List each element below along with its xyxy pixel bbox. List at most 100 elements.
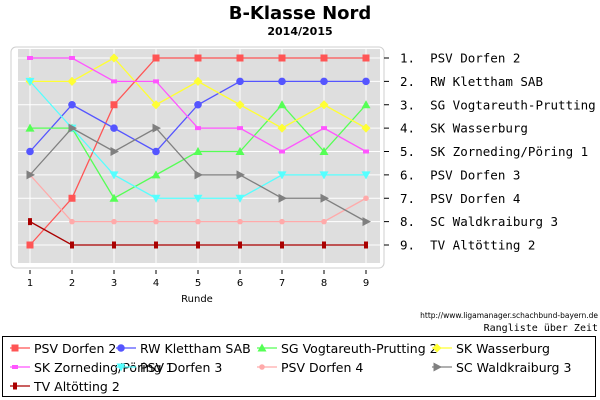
- rank-label: 1. PSV Dorfen 2: [400, 51, 520, 66]
- source-url: http://www.ligamanager.schachbund-bayern…: [420, 311, 598, 320]
- series-7: [27, 172, 369, 225]
- x-tick-label: 2: [69, 278, 75, 289]
- rank-label: 9. TV Altötting 2: [400, 238, 535, 253]
- series-8: [26, 123, 371, 227]
- data-point: [69, 218, 75, 225]
- x-tick-label: 1: [27, 278, 33, 289]
- legend-label: SK Wasserburg: [456, 340, 550, 356]
- data-point: [26, 241, 34, 249]
- legend-swatch: [257, 364, 277, 370]
- x-tick-label: 7: [279, 278, 285, 289]
- legend-marker: [432, 343, 442, 353]
- legend-marker: [433, 362, 442, 372]
- legend-swatch: [10, 344, 30, 352]
- data-point: [321, 126, 327, 131]
- x-tick-label: 4: [153, 278, 159, 289]
- data-point: [236, 54, 244, 62]
- legend-item: TV Altötting 2: [9, 377, 120, 395]
- data-point: [112, 241, 116, 249]
- data-point: [362, 77, 370, 86]
- rank-label: 3. SG Vogtareuth-Prutting 2: [400, 97, 600, 112]
- data-point: [109, 53, 119, 63]
- legend-swatch: [432, 343, 452, 353]
- legend-item: RW Klettham SAB: [115, 339, 251, 357]
- legend-label: PSV Dorfen 2: [34, 340, 117, 356]
- legend-label: SK Zorneding/Pöring 1: [34, 359, 174, 375]
- data-point: [110, 124, 118, 132]
- data-point: [194, 100, 202, 109]
- series-group: [25, 53, 371, 249]
- data-point: [277, 171, 287, 180]
- legend-marker: [116, 363, 126, 372]
- legend-label: SC Waldkraiburg 3: [456, 359, 572, 375]
- data-point: [152, 123, 161, 133]
- legend-label: SG Vogtareuth-Prutting 2: [281, 340, 438, 356]
- data-point: [279, 149, 285, 154]
- data-point: [152, 54, 160, 62]
- series-9: [28, 218, 368, 249]
- x-axis: 1 2 3 4 5 6 7 8 9: [27, 270, 369, 289]
- data-point: [322, 241, 326, 249]
- legend-label: RW Klettham SAB: [140, 340, 251, 356]
- data-point: [278, 54, 286, 62]
- legend-item: SK Wasserburg: [431, 339, 550, 357]
- chart-caption: Rangliste über Zeit: [484, 323, 598, 334]
- data-point: [235, 100, 245, 110]
- data-point: [27, 56, 33, 60]
- x-tick-label: 8: [321, 278, 327, 289]
- data-point: [235, 194, 245, 203]
- data-point: [110, 147, 119, 156]
- data-point: [320, 193, 329, 203]
- legend-item: SC Waldkraiburg 3: [431, 358, 571, 376]
- final-ranking-labels: 1. PSV Dorfen 2 2. RW Klettham SAB 3. SG V…: [384, 51, 600, 253]
- data-point: [151, 100, 161, 110]
- data-point: [361, 123, 371, 133]
- data-point: [279, 218, 285, 225]
- series-5: [27, 56, 369, 154]
- legend-swatch: [10, 382, 30, 390]
- data-point: [319, 100, 329, 110]
- data-point: [361, 171, 371, 180]
- data-point: [363, 195, 369, 202]
- data-point: [151, 170, 161, 179]
- legend-item: PSV Dorfen 3: [115, 358, 222, 376]
- data-point: [236, 77, 244, 86]
- data-point: [319, 171, 329, 180]
- data-point: [153, 79, 159, 84]
- x-tick-label: 9: [363, 278, 369, 289]
- legend-item: SG Vogtareuth-Prutting 2: [256, 339, 438, 357]
- data-point: [193, 76, 203, 86]
- x-tick-label: 3: [111, 278, 117, 289]
- legend-item: SK Zorneding/Pöring 1: [9, 358, 173, 376]
- legend-swatch: [116, 344, 136, 352]
- data-point: [280, 241, 284, 249]
- data-point: [25, 77, 35, 86]
- data-point: [195, 126, 201, 131]
- data-point: [193, 194, 203, 203]
- series-4: [25, 53, 371, 133]
- data-point: [277, 100, 287, 109]
- legend-swatch: [116, 363, 136, 372]
- data-point: [235, 147, 245, 155]
- data-point: [321, 218, 327, 225]
- chart-title: B-Klasse Nord: [229, 3, 372, 24]
- data-point: [238, 241, 242, 249]
- data-point: [68, 100, 76, 109]
- data-point: [195, 218, 201, 225]
- data-point: [237, 126, 243, 131]
- legend: PSV Dorfen 2 RW Klettham SAB SG Vogtareuth…: [2, 336, 596, 397]
- data-point: [68, 123, 77, 133]
- data-point: [194, 170, 203, 180]
- data-point: [26, 170, 35, 180]
- data-point: [320, 77, 328, 86]
- legend-item: PSV Dorfen 2: [9, 339, 116, 357]
- legend-marker: [117, 344, 125, 352]
- data-point: [110, 101, 118, 109]
- data-point: [152, 147, 160, 156]
- rank-label: 5. SK Zorneding/Pöring 1: [400, 144, 588, 159]
- legend-marker: [12, 365, 18, 369]
- data-point: [25, 123, 35, 132]
- legend-marker: [257, 343, 267, 352]
- data-point: [26, 147, 34, 156]
